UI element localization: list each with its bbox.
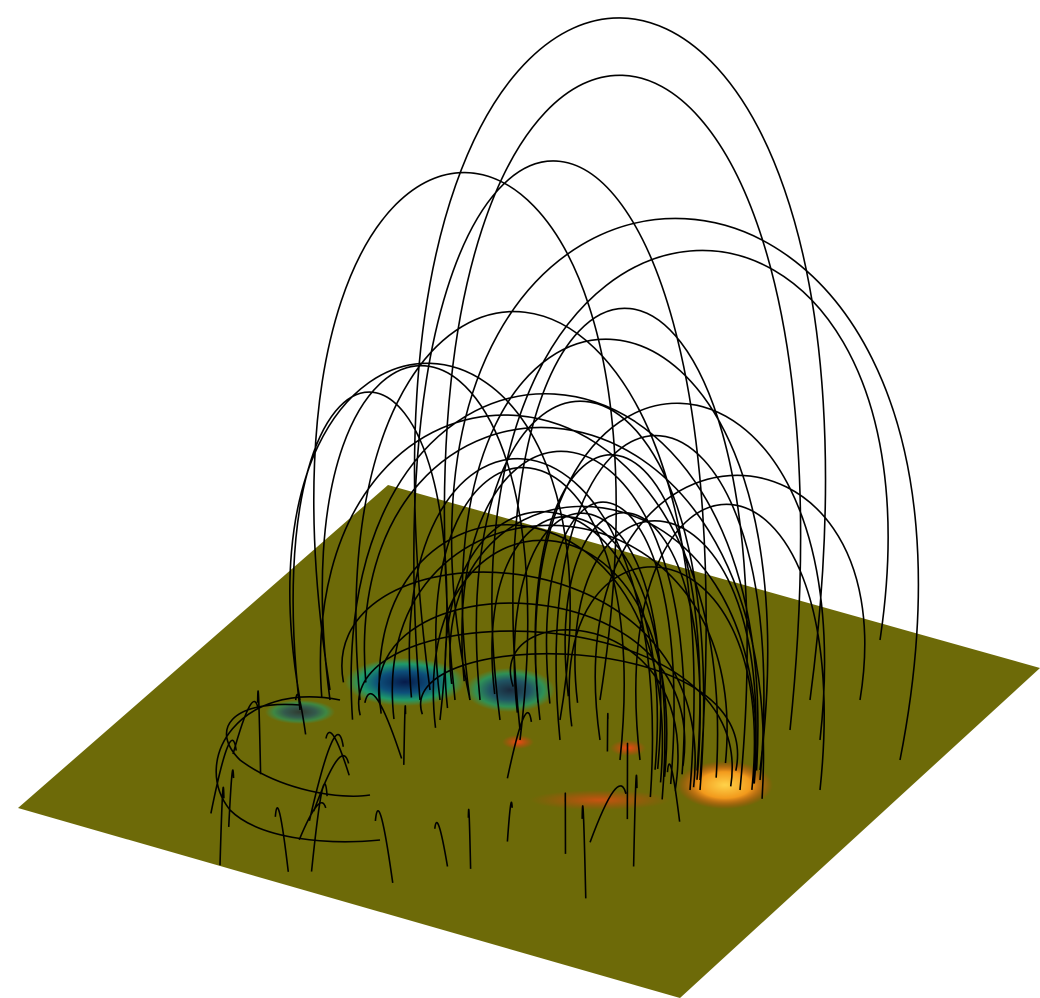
field-line-scene	[0, 0, 1040, 998]
positive-polarity-region	[502, 735, 534, 749]
positive-polarity-region	[530, 790, 670, 810]
page: {} (() => { const data = JSON.parse(docu…	[0, 0, 1040, 998]
